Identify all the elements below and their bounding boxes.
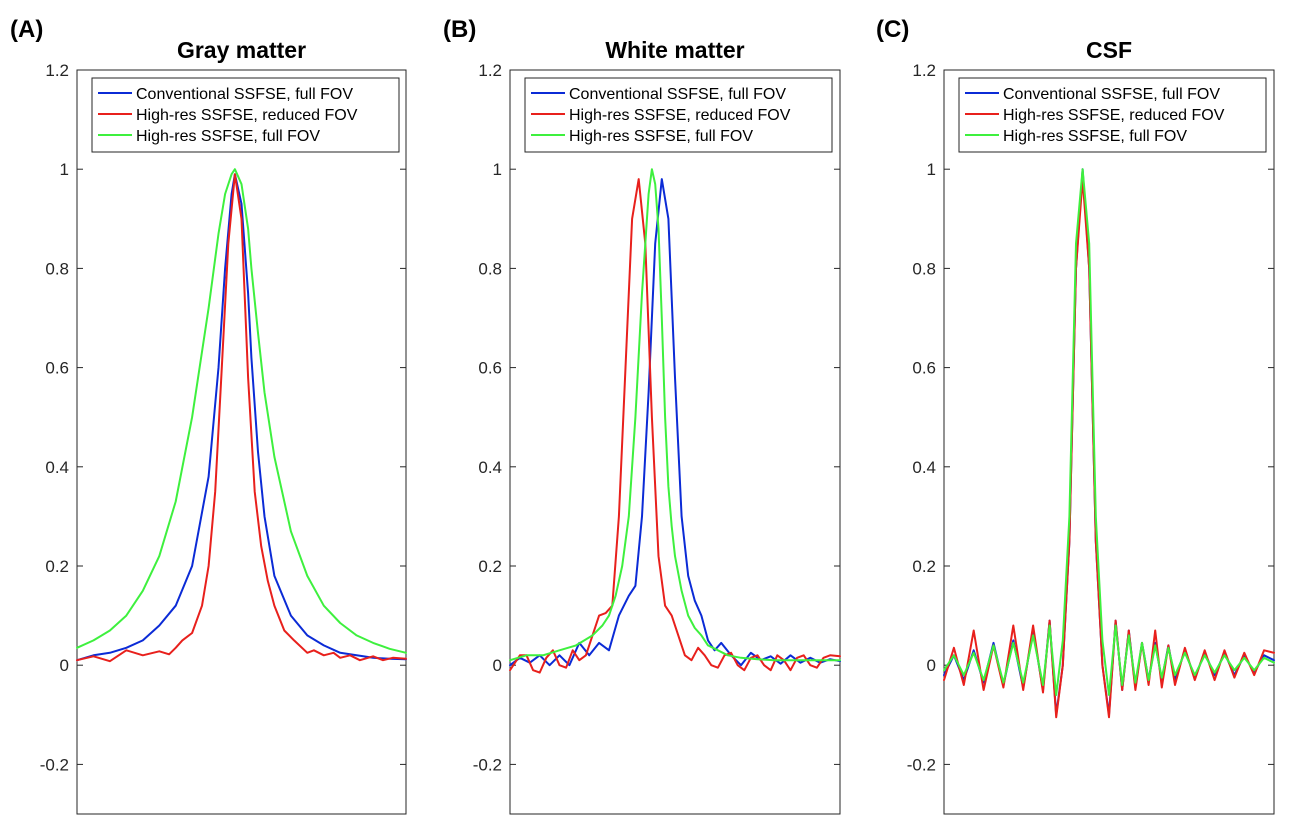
- y-tick-label: 0.6: [912, 359, 936, 378]
- y-tick-label: 1.2: [912, 61, 936, 80]
- chart-title: White matter: [605, 37, 744, 63]
- y-tick-label: 0.2: [45, 557, 69, 576]
- y-tick-label: 1.2: [45, 61, 69, 80]
- y-tick-label: 0.4: [478, 458, 502, 477]
- chart-panel-3: (C) CSF -0.2 0 0.2 0.4 0.6 0.8 1 1.2 Conventional …: [876, 16, 1275, 815]
- y-tick-label: 1: [927, 160, 936, 179]
- y-tick-label: 0.2: [478, 557, 502, 576]
- legend-entry: High-res SSFSE, reduced FOV: [1003, 107, 1225, 124]
- series-line-3: [943, 168, 1275, 696]
- y-tick-label: 0.8: [45, 259, 69, 278]
- y-tick-label: 0.8: [478, 259, 502, 278]
- y-tick-label: 0.6: [45, 359, 69, 378]
- y-tick-label: 1.2: [478, 61, 502, 80]
- y-tick-label: 0: [60, 656, 69, 675]
- legend-entry: High-res SSFSE, reduced FOV: [569, 107, 791, 124]
- legend-entry: High-res SSFSE, full FOV: [136, 128, 320, 145]
- y-tick-label: 0: [493, 656, 502, 675]
- series-line-2: [76, 173, 407, 663]
- legend-box: [91, 77, 400, 153]
- y-tick-label: 0.8: [912, 259, 936, 278]
- legend-entry: High-res SSFSE, full FOV: [1003, 128, 1187, 145]
- legend: Conventional SSFSE, full FOV High-res SSF…: [524, 77, 833, 153]
- y-tick-label: 1: [60, 160, 69, 179]
- y-tick-label: -0.2: [473, 755, 502, 774]
- y-tick-label: 0.6: [478, 359, 502, 378]
- chart-title: Gray matter: [177, 37, 306, 63]
- panel-label: (A): [10, 16, 43, 43]
- legend-entry: Conventional SSFSE, full FOV: [569, 86, 786, 103]
- series-line-3: [509, 168, 841, 662]
- y-tick-label: 0: [927, 656, 936, 675]
- chart-panel-1: (A) Gray matter -0.2 0 0.2 0.4 0.6 0.8 1 1.2 Conve…: [10, 16, 407, 815]
- y-tick-label: 1: [493, 160, 502, 179]
- series-line-1: [509, 178, 841, 667]
- y-tick-label: 0.2: [912, 557, 936, 576]
- chart-panel-2: (B) White matter -0.2 0 0.2 0.4 0.6 0.8 1 1.2 Conv…: [443, 16, 841, 815]
- legend: Conventional SSFSE, full FOV High-res SSF…: [91, 77, 400, 153]
- legend-box: [958, 77, 1267, 153]
- y-tick-label: 0.4: [45, 458, 69, 477]
- panel-label: (C): [876, 16, 909, 43]
- legend-entry: High-res SSFSE, reduced FOV: [136, 107, 358, 124]
- axes-box: [509, 69, 841, 815]
- legend-entry: High-res SSFSE, full FOV: [569, 128, 753, 145]
- y-tick-label: -0.2: [40, 755, 69, 774]
- panel-label: (B): [443, 16, 476, 43]
- y-tick-label: -0.2: [907, 755, 936, 774]
- series-line-3: [76, 168, 407, 654]
- legend-box: [524, 77, 833, 153]
- legend-entry: Conventional SSFSE, full FOV: [1003, 86, 1220, 103]
- chart-title: CSF: [1086, 37, 1132, 63]
- axes-box: [76, 69, 407, 815]
- y-tick-label: 0.4: [912, 458, 936, 477]
- legend-entry: Conventional SSFSE, full FOV: [136, 86, 353, 103]
- series-line-1: [76, 173, 407, 662]
- legend: Conventional SSFSE, full FOV High-res SSF…: [958, 77, 1267, 153]
